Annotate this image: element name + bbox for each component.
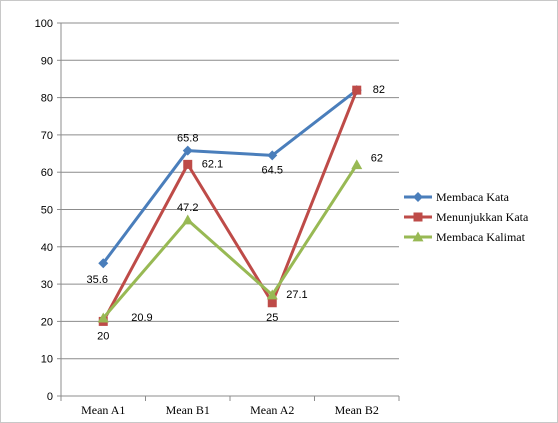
data-label-s2-p3: 62 <box>371 153 383 165</box>
marker-s2-p2 <box>266 289 278 300</box>
y-tick-label-60: 60 <box>41 167 53 179</box>
y-tick-label-50: 50 <box>41 205 53 217</box>
data-label-s2-p2: 27.1 <box>286 289 307 301</box>
data-labels: 35.6 65.8 64.5 82 20 62.1 25 20.9 47.2 27.1 62 <box>87 84 385 342</box>
series-markers <box>97 85 363 326</box>
y-tick-label-10: 10 <box>41 354 53 366</box>
legend-marker-2 <box>412 231 424 242</box>
x-axis-ticks: Mean A1 Mean B1 Mean A2 Mean B2 <box>60 396 400 417</box>
data-label-s1-p0: 20 <box>97 330 109 342</box>
marker-s2-p3 <box>351 159 363 170</box>
data-label-s1-p2: 25 <box>266 312 278 324</box>
data-label-s0-p2: 64.5 <box>262 164 283 176</box>
data-label-s0-p1: 65.8 <box>177 133 198 145</box>
marker-s2-p0 <box>97 312 109 323</box>
marker-s0-p0 <box>98 258 109 269</box>
legend-label-1: Menunjukkan Kata <box>436 210 529 224</box>
legend-label-0: Membaca Kata <box>436 190 510 204</box>
data-label-s0-p0: 35.6 <box>87 274 108 286</box>
x-tick-label-3: Mean B2 <box>335 403 379 417</box>
y-tick-label-30: 30 <box>41 279 53 291</box>
legend: Membaca Kata Menunjukkan Kata Membaca Kali… <box>404 190 529 244</box>
data-label-s2-p0: 20.9 <box>131 312 152 324</box>
y-tick-label-0: 0 <box>47 391 53 403</box>
marker-s0-p2 <box>267 150 278 161</box>
y-tick-label-90: 90 <box>41 55 53 67</box>
x-tick-label-2: Mean A2 <box>250 403 294 417</box>
legend-label-2: Membaca Kalimat <box>436 230 526 244</box>
marker-s0-p1 <box>182 145 193 156</box>
y-tick-label-70: 70 <box>41 130 53 142</box>
series-line-1 <box>101 89 359 323</box>
marker-s2-p1 <box>182 214 194 225</box>
y-tick-label-20: 20 <box>41 316 53 328</box>
series-lines <box>101 88 359 323</box>
legend-marker-1 <box>413 212 423 222</box>
x-tick-label-1: Mean B1 <box>166 403 210 417</box>
y-tick-label-100: 100 <box>35 18 53 30</box>
marker-s1-p2 <box>267 298 277 308</box>
series-line-2 <box>102 163 359 320</box>
y-axis-ticks: 0 10 20 30 40 50 60 70 80 90 100 <box>35 18 61 403</box>
marker-s1-p1 <box>183 159 193 169</box>
data-label-s0-p3: 82 <box>373 84 385 96</box>
marker-s1-p3 <box>352 85 362 95</box>
data-label-s2-p1: 47.2 <box>177 202 198 214</box>
legend-marker-0 <box>413 192 423 202</box>
series-line-0 <box>102 88 358 265</box>
y-tick-label-40: 40 <box>41 242 53 254</box>
x-tick-label-0: Mean A1 <box>81 403 125 417</box>
data-label-s1-p1: 62.1 <box>202 158 223 170</box>
y-tick-label-80: 80 <box>41 93 53 105</box>
